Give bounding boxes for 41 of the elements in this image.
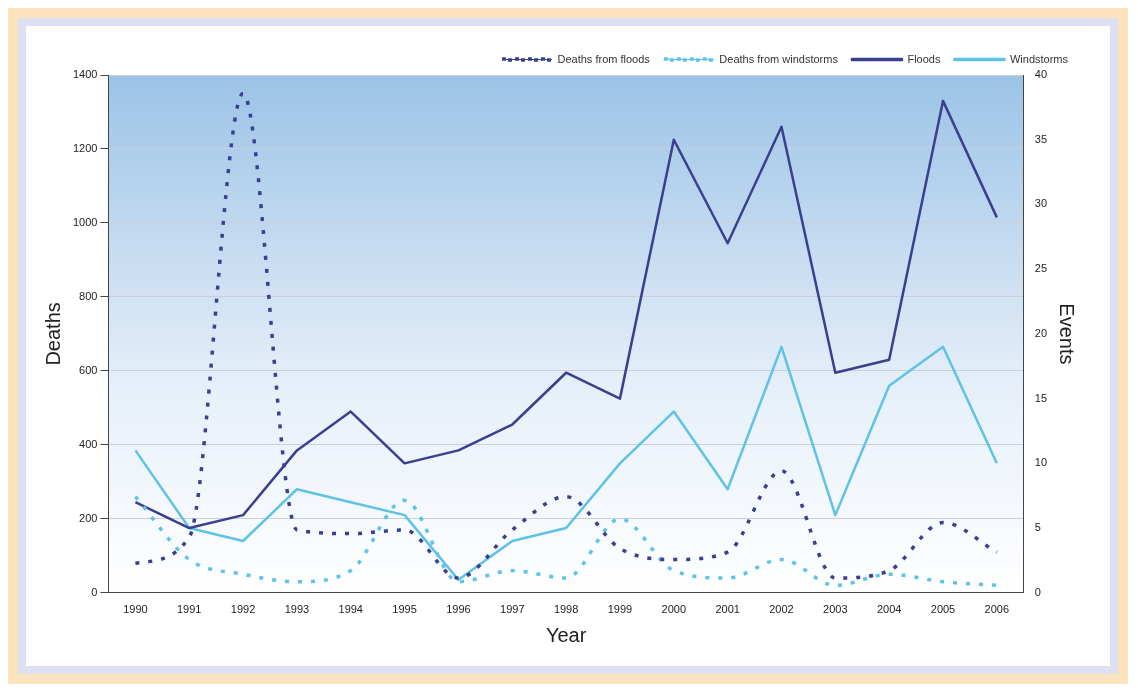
x-tick-label: 2005 bbox=[930, 603, 956, 616]
legend-label: Windstorms bbox=[1009, 52, 1069, 65]
y2-tick-label: 35 bbox=[1034, 132, 1048, 145]
x-tick-label: 1994 bbox=[338, 603, 363, 616]
x-tick-label: 1995 bbox=[392, 603, 417, 616]
x-tick-label: 2001 bbox=[715, 603, 740, 616]
y2-tick-label: 40 bbox=[1034, 68, 1048, 81]
x-tick-label: 1990 bbox=[123, 603, 148, 616]
y2-axis-title: Events bbox=[1056, 303, 1079, 365]
x-tick-label: 2002 bbox=[769, 603, 794, 616]
x-tick-label: 2006 bbox=[984, 603, 1010, 616]
x-tick-label: 1998 bbox=[553, 603, 579, 616]
x-axis-title: Year bbox=[545, 623, 587, 646]
y-axis-title: Deaths bbox=[41, 302, 64, 366]
x-tick-label: 1999 bbox=[607, 603, 633, 616]
x-tick-label: 1991 bbox=[176, 603, 202, 616]
x-tick-label: 1993 bbox=[284, 603, 310, 616]
x-tick-label: 2000 bbox=[661, 603, 687, 616]
y-tick-label: 800 bbox=[79, 289, 98, 302]
y2-tick-label: 15 bbox=[1034, 391, 1048, 404]
y-tick-label: 200 bbox=[79, 511, 98, 524]
y-tick-label: 600 bbox=[79, 363, 98, 376]
y2-tick-label: 25 bbox=[1034, 262, 1048, 275]
legend-label: Deaths from windstorms bbox=[719, 52, 839, 65]
y-tick-label: 1000 bbox=[72, 215, 98, 228]
x-tick-label: 1997 bbox=[500, 603, 525, 616]
y-tick-label: 1400 bbox=[72, 68, 98, 81]
legend-label: Deaths from floods bbox=[557, 52, 651, 65]
legend-label: Floods bbox=[907, 52, 941, 65]
x-tick-label: 1996 bbox=[446, 603, 471, 616]
y2-tick-label: 30 bbox=[1034, 197, 1048, 210]
y-tick-label: 1200 bbox=[72, 142, 98, 154]
y2-tick-label: 10 bbox=[1034, 456, 1048, 469]
y-tick-label: 400 bbox=[79, 437, 98, 450]
y-tick-label: 0 bbox=[91, 585, 98, 598]
x-tick-label: 2004 bbox=[876, 603, 902, 616]
x-tick-label: 2003 bbox=[823, 603, 848, 616]
x-tick-label: 1992 bbox=[230, 603, 256, 616]
y2-tick-label: 0 bbox=[1034, 585, 1041, 598]
y2-tick-label: 5 bbox=[1034, 521, 1041, 534]
y2-tick-label: 20 bbox=[1034, 326, 1048, 339]
